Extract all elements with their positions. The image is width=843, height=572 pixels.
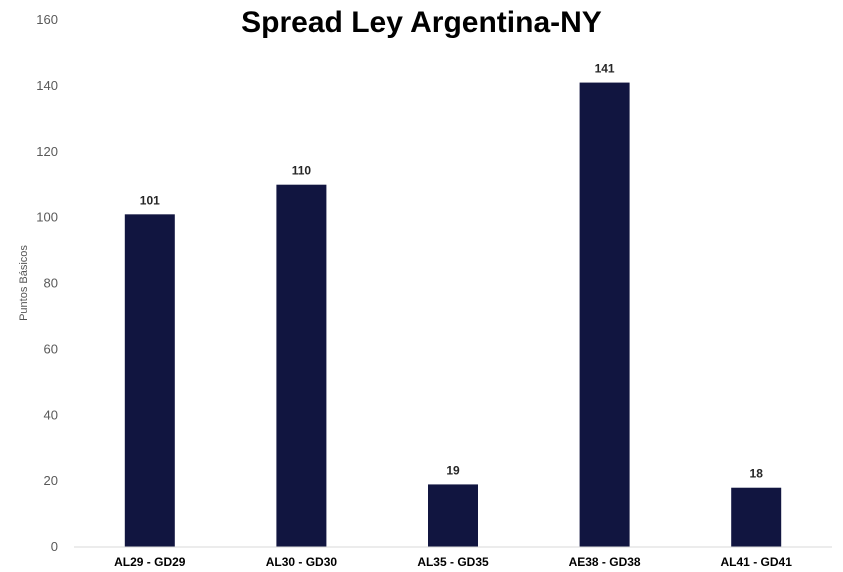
bar — [579, 82, 630, 548]
x-category-label: AL30 - GD30 — [266, 555, 338, 569]
y-tick-label: 160 — [36, 12, 58, 27]
data-label: 101 — [140, 193, 160, 207]
bar — [428, 484, 478, 547]
y-tick-label: 20 — [44, 473, 58, 488]
y-tick-label: 80 — [44, 276, 58, 291]
data-label: 110 — [292, 164, 312, 178]
bar — [276, 184, 327, 547]
data-label: 18 — [750, 467, 764, 481]
x-category-label: AL41 - GD41 — [721, 555, 793, 569]
y-axis: 0 20 40 60 80 100 120 140 160 — [36, 12, 58, 554]
y-tick-label: 60 — [44, 341, 58, 356]
y-tick-label: 0 — [51, 539, 58, 554]
y-tick-label: 120 — [36, 144, 58, 159]
bar — [731, 487, 782, 547]
bar — [124, 214, 175, 548]
y-tick-label: 40 — [44, 407, 58, 422]
y-axis-title: Puntos Básicos — [18, 245, 30, 321]
x-category-label: AL29 - GD29 — [114, 555, 186, 569]
y-tick-label: 140 — [36, 78, 58, 93]
x-category-label: AL35 - GD35 — [417, 555, 489, 569]
x-category-label: AE38 - GD38 — [569, 555, 641, 569]
y-tick-label: 100 — [36, 210, 58, 225]
data-label: 141 — [595, 62, 615, 76]
data-labels: 101 110 19 141 18 — [140, 62, 763, 481]
x-axis: AL29 - GD29 AL30 - GD30 AL35 - GD35 AE38 - … — [74, 546, 832, 569]
bars — [124, 82, 782, 548]
chart-title: Spread Ley Argentina-NY — [241, 6, 602, 39]
data-label: 19 — [446, 463, 460, 477]
